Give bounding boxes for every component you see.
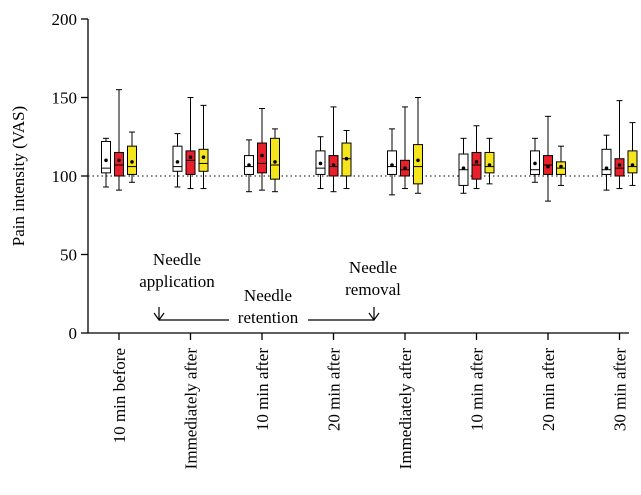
box-plot — [530, 137, 540, 183]
box-plot — [413, 97, 423, 194]
box-mean-point — [260, 153, 264, 158]
annotation-needle-retention-line2: retention — [238, 308, 299, 327]
annotation-needle-removal-line2: removal — [345, 280, 401, 299]
annotation-needle-application: Needle application — [139, 250, 215, 291]
box-iqr — [614, 158, 625, 177]
box-plot — [101, 137, 111, 188]
box-plot — [614, 100, 625, 190]
box-series-group — [101, 89, 638, 202]
box-mean-point — [201, 155, 206, 159]
box-plot — [185, 97, 196, 190]
box-mean-point — [104, 158, 108, 163]
box-iqr — [627, 150, 638, 174]
x-axis-ticks: 10 min before Immediately after 10 min aft… — [110, 333, 630, 469]
box-mean-point — [247, 163, 251, 167]
box-plot — [387, 128, 397, 196]
box-plot — [543, 115, 553, 202]
box-mean-point — [416, 158, 420, 163]
box-plot — [257, 107, 267, 191]
box-mean-point — [390, 163, 394, 167]
x-tick-label: 10 min before — [110, 348, 129, 443]
box-mean-point — [331, 163, 336, 167]
box-plot — [127, 131, 137, 183]
retention-bracket — [153, 307, 380, 322]
y-axis-title: Pain intensity (VAS) — [9, 106, 28, 246]
y-tick-label: 150 — [52, 89, 78, 108]
box-plot — [484, 137, 495, 185]
x-tick-label: Immediately after — [182, 348, 201, 470]
x-tick-label: 10 min after — [468, 348, 487, 431]
box-plot — [601, 134, 612, 191]
box-iqr — [270, 137, 280, 180]
box-iqr — [484, 151, 495, 174]
box-mean-point — [117, 158, 121, 163]
box-mean-point — [630, 163, 635, 167]
box-plot — [556, 145, 566, 186]
box-plot — [458, 137, 469, 194]
annotation-needle-application-line2: application — [139, 272, 215, 291]
box-iqr — [257, 142, 267, 174]
box-mean-point — [175, 160, 180, 164]
y-tick-label: 50 — [60, 246, 77, 265]
y-tick-label: 0 — [69, 324, 78, 343]
box-iqr — [387, 150, 397, 175]
box-mean-point — [546, 164, 550, 169]
box-mean-point — [403, 166, 407, 170]
box-mean-point — [559, 164, 563, 169]
annotation-needle-removal-line1: Needle — [349, 258, 397, 277]
box-plot — [114, 89, 124, 191]
box-mean-point — [617, 163, 622, 167]
box-plot — [341, 129, 352, 190]
annotation-needle-retention-line1: Needle — [244, 286, 292, 305]
box-mean-point — [130, 160, 134, 164]
box-iqr — [101, 140, 111, 174]
box-iqr — [198, 148, 209, 172]
x-tick-label: 20 min after — [325, 348, 344, 431]
x-tick-label: 30 min after — [611, 348, 630, 431]
box-iqr — [114, 151, 124, 177]
box-plot — [315, 136, 326, 190]
box-mean-point — [188, 155, 193, 159]
y-axis-ticks: 0 50 100 150 200 — [52, 10, 88, 343]
annotation-needle-retention: Needle retention — [238, 286, 299, 327]
x-tick-label: 10 min after — [253, 348, 272, 431]
box-plot — [198, 104, 209, 190]
x-tick-label: 20 min after — [539, 348, 558, 431]
box-mean-point — [461, 166, 466, 170]
box-plot — [244, 139, 254, 193]
box-plot — [270, 128, 280, 193]
box-iqr — [413, 144, 423, 185]
annotation-needle-removal: Needle removal — [345, 258, 401, 299]
box-plot — [627, 122, 638, 186]
box-plot — [172, 133, 183, 188]
y-tick-label: 200 — [52, 10, 78, 29]
arrow-application-head — [153, 312, 165, 322]
arrow-removal-head — [368, 312, 380, 322]
box-plot — [328, 106, 339, 193]
box-iqr — [471, 151, 482, 180]
box-iqr — [172, 145, 183, 172]
box-mean-point — [273, 160, 277, 164]
box-iqr — [185, 150, 196, 175]
box-plot — [471, 125, 482, 190]
box-mean-point — [533, 161, 537, 166]
x-tick-label: Immediately after — [396, 348, 415, 470]
box-mean-point — [474, 160, 479, 164]
box-plot — [400, 106, 410, 190]
box-mean-point — [318, 161, 323, 166]
box-mean-point — [604, 166, 609, 170]
box-mean-point — [344, 156, 349, 161]
box-iqr — [601, 148, 612, 175]
y-tick-label: 100 — [52, 167, 78, 186]
box-mean-point — [487, 163, 492, 167]
annotation-needle-application-line1: Needle — [153, 250, 201, 269]
